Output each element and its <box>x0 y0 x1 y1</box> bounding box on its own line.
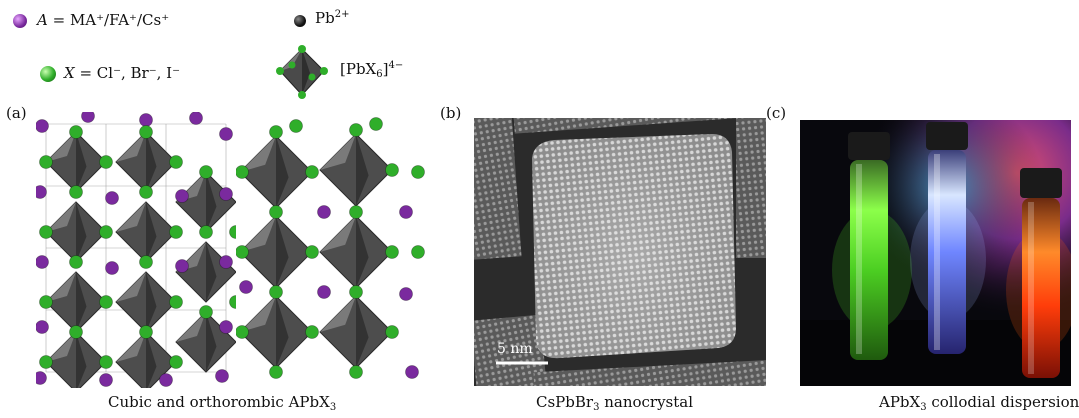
x-site-symbol: X <box>64 64 75 82</box>
vials-photo <box>800 120 1071 386</box>
x-site-ion <box>99 155 113 169</box>
a-site-symbol: A <box>37 11 48 29</box>
x-site-ion <box>229 295 236 309</box>
x-site-ion <box>139 325 153 339</box>
x-site-ion <box>99 355 113 369</box>
x-site-ion <box>139 185 153 199</box>
x-site-ion <box>199 305 213 319</box>
x-site-ion <box>411 245 425 259</box>
a-site-ion <box>36 119 49 133</box>
pb-legend-label: Pb2+ <box>315 9 350 27</box>
a-site-ion <box>189 112 203 125</box>
a-site-ion <box>399 205 413 219</box>
a-site-ions: MA⁺/FA⁺/Cs⁺ <box>69 11 170 29</box>
a-site-ion <box>215 369 229 383</box>
a-site-ion <box>159 373 173 387</box>
a-site-ion <box>219 127 233 141</box>
x-site-ion <box>69 125 83 139</box>
x-site-ion <box>39 155 53 169</box>
x-site-ion <box>199 225 213 239</box>
x-site-ion <box>39 295 53 309</box>
x-site-ion <box>349 285 363 299</box>
x-site-ion <box>269 365 283 379</box>
x-site-ion <box>169 295 183 309</box>
a-site-legend-label: A = MA⁺/FA⁺/Cs⁺ <box>37 11 170 29</box>
a-site-ion <box>219 320 233 334</box>
x-site-ions: Cl⁻, Br⁻, I⁻ <box>96 64 181 82</box>
x-site-ion <box>236 165 249 179</box>
x-site-legend-dot <box>40 66 56 82</box>
x-site-ion <box>236 325 249 339</box>
x-site-ion <box>305 325 319 339</box>
a-site-ion <box>36 185 47 199</box>
a-site-ion <box>219 255 233 269</box>
x-site-ion <box>269 285 283 299</box>
a-site-ion <box>317 205 331 219</box>
x-site-ion <box>385 163 399 177</box>
blue-vial <box>910 122 986 354</box>
x-site-ion <box>199 165 213 179</box>
x-site-ion <box>269 125 283 139</box>
scale-bar-label: 5 nm <box>497 341 533 357</box>
panel-b-caption: CsPbBr3 nanocrystal <box>536 393 694 413</box>
x-site-ion <box>349 365 363 379</box>
x-site-ion <box>369 117 383 131</box>
x-site-ion <box>169 355 183 369</box>
x-site-ion <box>39 355 53 369</box>
x-site-ion <box>349 123 363 137</box>
orthorhombic-crystal-structure <box>236 117 425 379</box>
a-site-ion <box>99 373 113 387</box>
x-site-legend-label: X = Cl⁻, Br⁻, I⁻ <box>64 64 181 82</box>
x-site-ion <box>99 295 113 309</box>
panel-c-label: (c) <box>766 104 787 122</box>
a-site-ion <box>219 187 233 201</box>
x-site-ion <box>236 245 249 259</box>
x-site-ion <box>69 255 83 269</box>
x-site-ion <box>305 165 319 179</box>
x-site-ion <box>139 255 153 269</box>
octahedron-legend-icon <box>276 45 328 99</box>
x-site-ion <box>305 245 319 259</box>
x-site-ion <box>229 225 236 239</box>
a-site-ion <box>239 280 253 294</box>
a-site-ion <box>36 320 49 334</box>
x-site-ion <box>39 225 53 239</box>
x-site-ion <box>99 225 113 239</box>
a-site-ion <box>405 365 419 379</box>
a-site-ion <box>36 371 47 385</box>
x-site-ion <box>269 205 283 219</box>
octahedron-legend-label: [PbX6]4− <box>340 60 404 80</box>
a-site-ion <box>36 255 49 269</box>
a-site-ion <box>105 261 119 275</box>
x-site-ion <box>139 125 153 139</box>
x-site-ion <box>69 325 83 339</box>
a-site-ion <box>175 189 189 203</box>
panel-c-caption: APbX3 collodial dispersions <box>879 393 1079 413</box>
x-site-ion <box>169 155 183 169</box>
red-vial <box>1006 168 1071 378</box>
tem-micrograph <box>474 118 766 386</box>
pb-legend-dot <box>294 15 306 27</box>
x-site-ion <box>169 225 183 239</box>
a-site-ion <box>105 191 119 205</box>
a-site-ion <box>317 285 331 299</box>
green-vial <box>832 132 912 360</box>
x-site-ion <box>349 205 363 219</box>
a-site-ion <box>139 113 153 127</box>
panel-b-label: (b) <box>440 104 462 122</box>
x-site-ion <box>411 165 425 179</box>
a-site-legend-dot <box>13 14 27 28</box>
x-site-ion <box>385 245 399 259</box>
x-site-ion <box>385 325 399 339</box>
cubic-crystal-structure <box>36 112 236 388</box>
a-site-ion <box>175 259 189 273</box>
a-site-ion <box>399 287 413 301</box>
x-site-ion <box>289 119 303 133</box>
panel-a-caption: Cubic and orthorombic APbX3 <box>108 393 337 413</box>
panel-a-label: (a) <box>6 104 27 122</box>
a-site-ion <box>81 112 95 123</box>
x-site-ion <box>69 185 83 199</box>
